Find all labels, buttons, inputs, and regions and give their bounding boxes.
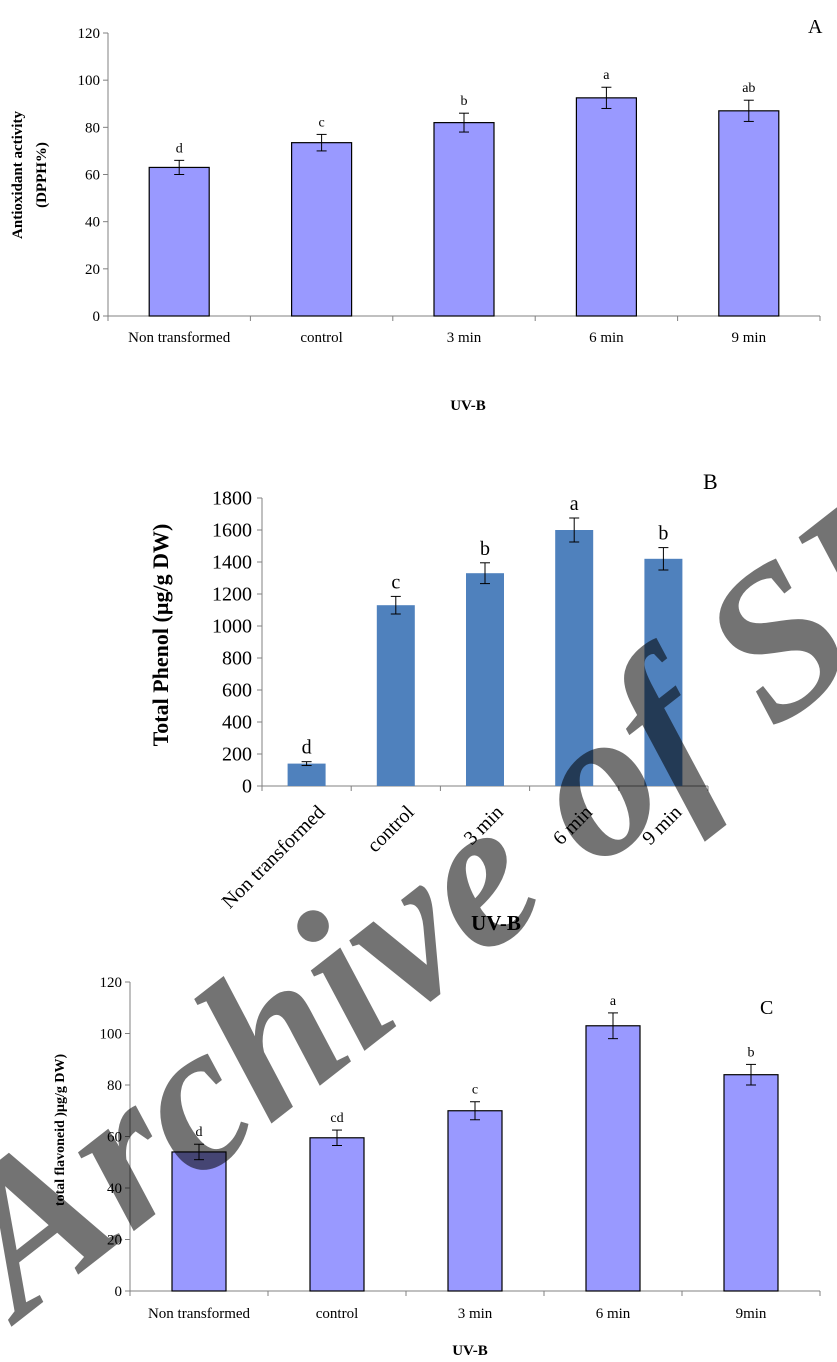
y-tick-label: 60 xyxy=(85,167,100,183)
bar xyxy=(376,605,415,786)
bar xyxy=(575,97,638,317)
bar xyxy=(171,1151,227,1292)
y-tick-label: 200 xyxy=(222,744,252,766)
significance-letter: a xyxy=(603,68,610,83)
x-axis-title: UV-B xyxy=(450,398,486,414)
y-tick-label: 1600 xyxy=(212,520,252,542)
bar xyxy=(148,166,210,317)
significance-letter: d xyxy=(302,737,312,759)
y-tick-label: 600 xyxy=(222,680,252,702)
x-tick-label: 3 min xyxy=(447,330,482,346)
bar xyxy=(718,110,780,317)
y-axis-title: (DPPH%) xyxy=(34,142,50,208)
bar xyxy=(723,1074,779,1292)
y-tick-label: 80 xyxy=(85,120,100,136)
x-tick-label: Non transformed xyxy=(128,330,231,346)
y-tick-label: 100 xyxy=(100,1026,123,1042)
significance-letter: c xyxy=(391,571,400,593)
significance-letter: d xyxy=(196,1125,203,1140)
y-tick-label: 1200 xyxy=(212,584,252,606)
y-tick-label: 1800 xyxy=(212,488,252,510)
significance-letter: a xyxy=(610,994,617,1009)
panel-label: B xyxy=(703,469,718,494)
bar xyxy=(291,142,353,317)
y-tick-label: 40 xyxy=(107,1181,122,1197)
significance-letter: b xyxy=(461,94,468,109)
chart-panel-a: 0 20 40 60 80 100 120 d Non transformed c control b… xyxy=(10,16,823,414)
y-tick-label: 1400 xyxy=(212,552,252,574)
x-tick-label: 9 min xyxy=(732,330,767,346)
bar xyxy=(466,573,504,786)
y-axis-title: Antioxidant activity xyxy=(10,111,26,239)
x-tick-label: 3 min xyxy=(458,1306,493,1322)
significance-letter: ab xyxy=(742,81,755,96)
y-tick-label: 20 xyxy=(85,262,100,278)
y-tick-label: 120 xyxy=(78,26,101,42)
x-tick-label: 6 min xyxy=(596,1306,631,1322)
x-tick-label: Non transformed xyxy=(148,1306,251,1322)
panel-label: A xyxy=(808,16,823,38)
significance-letter: b xyxy=(658,523,668,545)
bar xyxy=(287,763,326,786)
bar xyxy=(309,1137,365,1292)
y-axis-title: total flavoneid )µg/g DW) xyxy=(53,1054,68,1207)
y-tick-label: 20 xyxy=(107,1232,122,1248)
x-tick-label: 6 min xyxy=(589,330,624,346)
watermark: Archive of SID xyxy=(0,369,837,1362)
chart-panel-c: 0 20 40 60 80 100 120 d Non transformed cd control… xyxy=(53,975,821,1359)
bar xyxy=(644,558,683,786)
y-tick-label: 60 xyxy=(107,1129,122,1145)
significance-letter: cd xyxy=(330,1111,343,1126)
bar xyxy=(447,1110,503,1292)
x-tick-label: control xyxy=(316,1306,359,1322)
y-tick-label: 80 xyxy=(107,1078,122,1094)
significance-letter: b xyxy=(748,1045,755,1060)
bar xyxy=(555,530,594,786)
y-tick-label: 0 xyxy=(115,1284,123,1300)
y-tick-label: 120 xyxy=(100,975,123,991)
y-tick-label: 40 xyxy=(85,215,100,231)
y-tick-label: 1000 xyxy=(212,616,252,638)
x-axis-title: UV-B xyxy=(471,911,521,935)
significance-letter: a xyxy=(570,493,579,515)
x-tick-label: control xyxy=(300,330,343,346)
x-tick-label: 9min xyxy=(736,1306,767,1322)
bar xyxy=(585,1025,641,1292)
significance-letter: c xyxy=(472,1083,478,1098)
x-axis-title: UV-B xyxy=(452,1343,488,1359)
y-tick-label: 0 xyxy=(93,309,101,325)
significance-letter: d xyxy=(176,141,183,156)
significance-letter: c xyxy=(318,115,324,130)
y-axis-title: Total Phenol (µg/g DW) xyxy=(148,524,173,747)
significance-letter: b xyxy=(480,538,490,560)
bar xyxy=(433,122,495,317)
y-tick-label: 800 xyxy=(222,648,252,670)
panel-label: C xyxy=(760,997,773,1019)
y-tick-label: 400 xyxy=(222,712,252,734)
y-tick-label: 100 xyxy=(78,73,101,89)
y-tick-label: 0 xyxy=(242,776,252,798)
